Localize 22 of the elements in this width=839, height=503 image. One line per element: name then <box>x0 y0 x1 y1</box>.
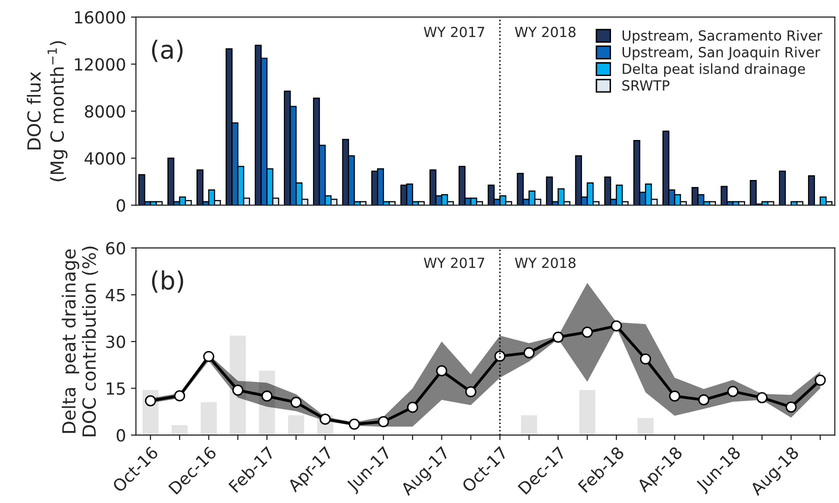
y-axis-title: Delta peat drainage DOC contribution (%) <box>62 246 98 436</box>
y-tick-label: 45 <box>106 288 125 302</box>
legend-label: Upstream, San Joaquin River <box>622 46 820 60</box>
y-tick-label: 0 <box>116 429 126 442</box>
annotation: WY 2018 <box>514 26 576 38</box>
y-tick-label: 0 <box>116 199 126 212</box>
annotation: WY 2017 <box>424 26 484 38</box>
legend-label: Delta peat island drainage <box>622 63 805 77</box>
y-tick-label: 60 <box>106 242 126 255</box>
annotation: (b) <box>152 270 184 293</box>
legend-label: Upstream, Sacramento River <box>622 30 822 44</box>
y-tick-label: 4000 <box>84 152 126 165</box>
annotation: WY 2018 <box>514 258 576 268</box>
annotation: WY 2017 <box>424 258 484 268</box>
y-axis-title: DOC flux (Mg C month$^{−1}$) <box>26 41 68 182</box>
legend-label: SRWTP <box>622 80 670 91</box>
y-tick-label: 12000 <box>75 58 126 71</box>
y-tick-label: 30 <box>106 336 126 348</box>
y-tick-label: 15 <box>106 382 125 395</box>
y-tick-label: 8000 <box>84 105 126 118</box>
y-tick-label: 16000 <box>75 11 126 24</box>
annotation: (a) <box>152 40 183 62</box>
